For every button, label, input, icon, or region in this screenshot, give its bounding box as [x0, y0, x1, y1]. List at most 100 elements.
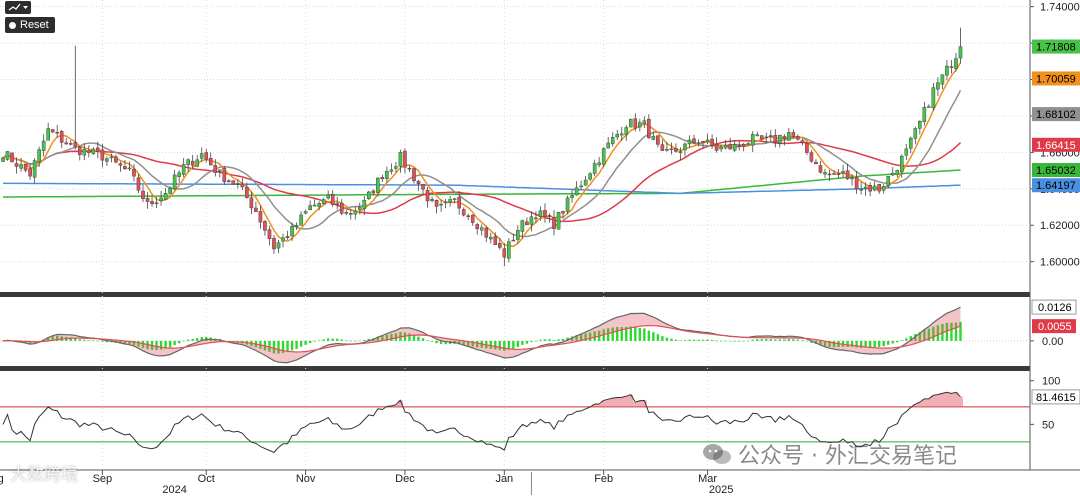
candle-body: [308, 205, 312, 210]
candle-body: [240, 183, 245, 188]
macd-histogram-bar: [638, 327, 642, 341]
macd-histogram-bar: [476, 340, 479, 348]
candle-body: [208, 157, 213, 166]
macd-histogram-bar: [466, 340, 470, 346]
candle-body: [561, 211, 565, 214]
candle-body: [629, 118, 633, 128]
candle-body: [434, 200, 439, 207]
ma-long-line: [3, 169, 961, 198]
macd-histogram-bar: [286, 340, 289, 353]
candle-body: [651, 136, 656, 140]
candle-body: [886, 175, 891, 187]
candle-body: [710, 138, 714, 147]
candle-body: [87, 150, 91, 153]
reset-button[interactable]: Reset: [5, 17, 55, 33]
candle-body: [403, 150, 407, 168]
candle-body: [737, 145, 741, 148]
macd-histogram-bar: [652, 332, 655, 341]
candle-body: [823, 172, 827, 175]
candle-body: [339, 202, 344, 214]
candle-body: [845, 170, 850, 180]
macd-histogram-bar: [268, 340, 271, 352]
candle-body: [850, 177, 854, 180]
macd-histogram-bar: [715, 340, 718, 342]
candle-body: [168, 188, 172, 194]
candle-body: [132, 168, 136, 177]
candle-body: [141, 190, 145, 200]
candle-body: [276, 242, 281, 249]
candle-body: [945, 65, 949, 76]
candle-body: [633, 118, 638, 129]
macd-histogram-bar: [46, 337, 50, 341]
candle-body: [764, 136, 769, 139]
candle-body: [642, 120, 647, 124]
candle-body: [601, 148, 606, 165]
candle-body: [854, 176, 859, 190]
macd-histogram-bar: [756, 339, 759, 341]
macd-last-value-box: [1031, 299, 1077, 315]
macd-last-value-box: [1032, 319, 1076, 334]
candle-body: [656, 135, 660, 145]
x-tick-label: Jan: [495, 473, 513, 485]
macd-signal-line: [2, 324, 961, 353]
candle-body: [516, 230, 520, 240]
macd-histogram-bar: [340, 339, 343, 341]
panel-divider: [0, 366, 1030, 371]
macd-histogram-bar: [665, 337, 669, 341]
candle-body: [931, 87, 936, 109]
macd-histogram-bar: [101, 340, 104, 342]
candle-body: [696, 142, 701, 144]
macd-histogram-bar: [412, 335, 416, 341]
candle-body: [511, 239, 516, 242]
last-value-text: 1.70059: [1036, 73, 1076, 85]
candle-body: [877, 184, 881, 192]
candle-body: [290, 226, 294, 237]
macd-histogram-bar: [78, 339, 81, 341]
candle-body: [556, 212, 561, 230]
macd-histogram-bar: [945, 322, 949, 341]
macd-histogram-bar: [864, 340, 867, 348]
candle-body: [28, 168, 32, 177]
candle-body: [525, 221, 529, 226]
candle-body: [570, 195, 574, 198]
candle-body: [385, 170, 389, 179]
candle-body: [145, 198, 150, 202]
macd-histogram-bar: [796, 339, 800, 341]
macd-histogram-bar: [868, 340, 872, 348]
last-value-box: [1032, 71, 1080, 86]
macd-histogram-bar: [701, 339, 705, 341]
macd-histogram-bar: [51, 336, 54, 341]
panel-divider: [0, 292, 1030, 297]
macd-histogram-bar: [326, 338, 330, 341]
chart-type-dropdown[interactable]: [5, 1, 31, 14]
macd-histogram-bar: [896, 340, 899, 343]
candle-body: [769, 135, 773, 138]
macd-histogram-bar: [525, 340, 529, 344]
macd-histogram-bar: [516, 340, 520, 348]
candle-body: [19, 164, 23, 169]
candle-body: [466, 215, 470, 218]
macd-histogram-bar: [607, 328, 610, 341]
candle-body: [367, 191, 371, 199]
macd-histogram-bar: [83, 339, 86, 341]
macd-histogram-bar: [336, 338, 339, 341]
candle-body: [927, 106, 931, 108]
candle-body: [245, 187, 249, 198]
candle-body: [579, 185, 583, 188]
x-tick-label: Mar: [698, 473, 717, 485]
candle-body: [249, 197, 254, 209]
candle-body: [543, 210, 547, 217]
macd-histogram-bar: [164, 340, 167, 349]
macd-histogram-bar: [959, 321, 962, 341]
candle-body: [73, 142, 78, 147]
candle-body: [687, 139, 692, 145]
x-tick-label: Feb: [594, 473, 613, 485]
macd-histogram-bar: [774, 339, 777, 341]
macd-histogram-bar: [629, 326, 632, 341]
reset-label: Reset: [20, 19, 49, 31]
candle-body: [913, 128, 918, 139]
candle-body: [407, 167, 412, 170]
macd-histogram-bar: [625, 326, 628, 341]
candle-body: [82, 148, 87, 156]
